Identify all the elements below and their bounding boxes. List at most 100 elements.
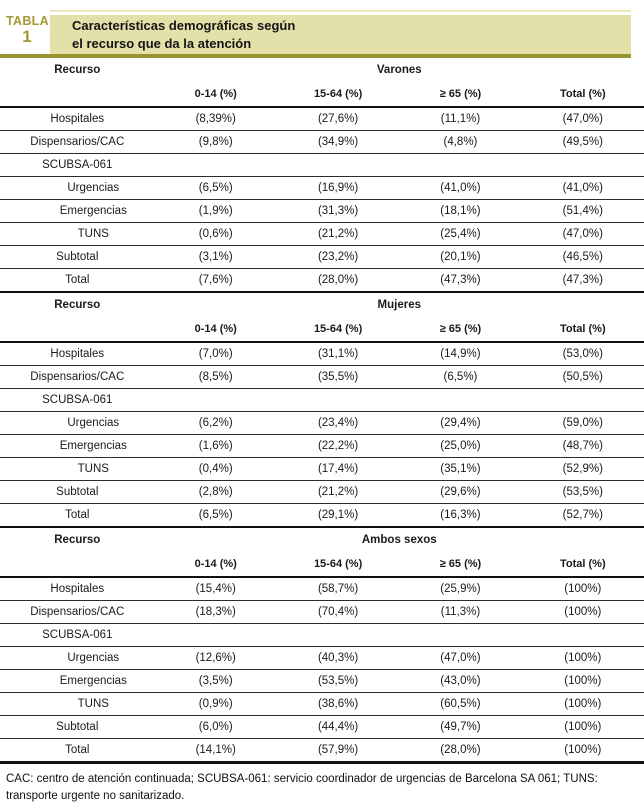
cell-value: (14,9%) [399,342,522,366]
header-rule [0,54,631,58]
section-header-row: Recurso Varones [0,58,644,82]
recurso-label: Recurso [0,526,155,552]
cell-value: (57,9%) [276,738,400,764]
cell-value [154,623,277,647]
table-row: Hospitales (7,0%) (31,1%) (14,9%) (53,0%) [0,342,644,366]
cell-value: (49,7%) [399,715,522,739]
row-label: Total [0,268,155,293]
cell-value: (0,6%) [154,222,277,246]
cell-value: (29,4%) [399,411,522,435]
row-label: Dispensarios/CAC [0,365,155,389]
cell-value: (1,9%) [154,199,277,223]
cell-value: (6,5%) [154,176,277,200]
cell-value: (47,0%) [521,107,644,131]
cell-value: (8,5%) [154,365,277,389]
recurso-label: Recurso [0,291,155,317]
cell-value: (59,0%) [521,411,644,435]
cell-value: (0,9%) [154,692,277,716]
column-header: ≥ 65 (%) [399,82,522,108]
column-header: 0-14 (%) [154,552,277,578]
cell-value: (25,0%) [399,434,522,458]
column-header: 0-14 (%) [154,317,277,343]
cell-value [399,153,522,177]
column-header: 15-64 (%) [276,552,400,578]
row-label: SCUBSA-061 [0,388,155,412]
cell-value: (29,1%) [276,503,400,528]
cell-value: (6,5%) [154,503,277,528]
cell-value: (31,3%) [276,199,400,223]
cell-value: (100%) [521,577,644,601]
cell-value: (51,4%) [521,199,644,223]
cell-value [154,153,277,177]
cell-value: (20,1%) [399,245,522,269]
table-row: Hospitales (8,39%) (27,6%) (11,1%) (47,0%) [0,107,644,131]
table-row: Subtotal (6,0%) (44,4%) (49,7%) (100%) [0,715,644,739]
cell-value: (14,1%) [154,738,277,764]
recurso-label: Recurso [54,64,101,76]
table-row: Emergencias (3,5%) (53,5%) (43,0%) (100%) [0,669,644,693]
cell-value: (49,5%) [521,130,644,154]
title-line2: el recurso que da la atención [72,35,252,51]
cell-value: (41,0%) [399,176,522,200]
row-label: Hospitales [0,107,155,131]
cell-value: (53,5%) [521,480,644,504]
table-row: Urgencias (12,6%) (40,3%) (47,0%) (100%) [0,646,644,670]
cell-value [276,153,400,177]
column-header: 0-14 (%) [154,82,277,108]
cell-value: (35,5%) [276,365,400,389]
top-rule [50,10,631,12]
row-label: Emergencias [0,669,155,693]
footnote: CAC: centro de atención continuada; SCUB… [6,773,598,802]
empty-cell [0,82,155,108]
cell-value: (41,0%) [521,176,644,200]
table-word: TABLA [6,14,49,28]
row-label: Total [0,503,155,528]
cell-value: (52,9%) [521,457,644,481]
cell-value: (6,0%) [154,715,277,739]
empty-cell [0,317,155,343]
cell-value: (38,6%) [276,692,400,716]
column-header: 15-64 (%) [276,317,400,343]
row-label: Hospitales [0,577,155,601]
table-row: Total (14,1%) (57,9%) (28,0%) (100%) [0,738,644,764]
column-header-row: 0-14 (%) 15-64 (%) ≥ 65 (%) Total (%) [0,552,644,578]
cell-value: (12,6%) [154,646,277,670]
cell-value: (6,5%) [399,365,522,389]
cell-value [399,388,522,412]
cell-value: (100%) [521,646,644,670]
cell-value: (100%) [521,600,644,624]
cell-value [521,388,644,412]
cell-value: (50,5%) [521,365,644,389]
cell-value: (22,2%) [276,434,400,458]
cell-value: (11,3%) [399,600,522,624]
cell-value: (44,4%) [276,715,400,739]
cell-value: (18,1%) [399,199,522,223]
cell-value: (100%) [521,692,644,716]
table-row: Subtotal (3,1%) (23,2%) (20,1%) (46,5%) [0,245,644,269]
table-row: Total (7,6%) (28,0%) (47,3%) (47,3%) [0,268,644,293]
cell-value: (58,7%) [276,577,400,601]
cell-value [276,623,400,647]
cell-value: (43,0%) [399,669,522,693]
table-row: Subtotal (2,8%) (21,2%) (29,6%) (53,5%) [0,480,644,504]
group-label: Varones [376,64,422,76]
cell-value [399,623,522,647]
column-header: 15-64 (%) [276,82,400,108]
table-row: Dispensarios/CAC (18,3%) (70,4%) (11,3%) (10… [0,600,644,624]
cell-value: (34,9%) [276,130,400,154]
table-number-label: TABLA 1 [6,14,49,46]
table-body: Recurso Varones 0-14 (%) 15-64 (%) ≥ 65 (%) T… [0,58,644,764]
table-number: 1 [22,27,32,46]
cell-value: (7,6%) [154,268,277,293]
cell-value: (7,0%) [154,342,277,366]
cell-value: (16,3%) [399,503,522,528]
demographics-table: Recurso Varones 0-14 (%) 15-64 (%) ≥ 65 (%) T… [0,58,644,764]
cell-value: (100%) [521,715,644,739]
cell-value: (11,1%) [399,107,522,131]
row-label: Urgencias [0,176,155,200]
cell-value: (3,5%) [154,669,277,693]
cell-value: (6,2%) [154,411,277,435]
row-label: SCUBSA-061 [0,623,155,647]
cell-value: (28,0%) [399,738,522,764]
table-row: SCUBSA-061 [0,623,644,647]
